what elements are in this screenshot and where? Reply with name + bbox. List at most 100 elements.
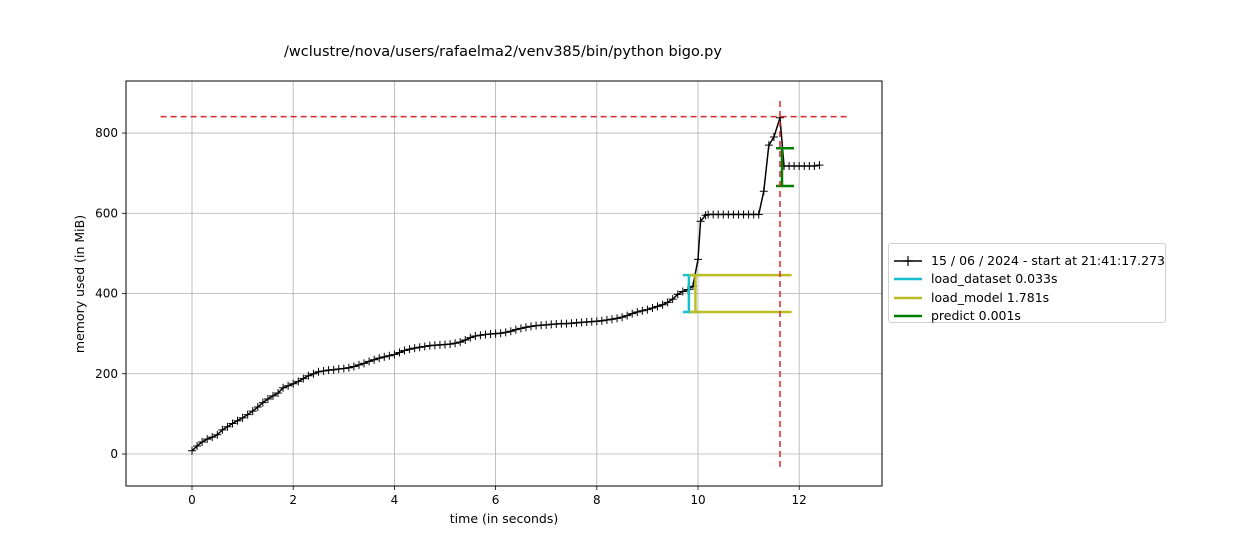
legend-swatch-load-dataset (894, 277, 922, 281)
memory-point (602, 315, 611, 324)
memory-point (516, 324, 525, 333)
memory-point (208, 433, 217, 442)
legend-label-load-dataset: load_dataset 0.033s (931, 271, 1058, 286)
memory-point (268, 391, 277, 400)
chart-legend: 15 / 06 / 2024 - start at 21:41:17.273 l… (888, 243, 1166, 323)
memory-point (243, 410, 252, 419)
memory-point (764, 141, 773, 150)
memory-point (309, 369, 318, 378)
x-tick-label: 12 (792, 493, 807, 507)
memory-point (253, 403, 262, 412)
memory-point (193, 441, 202, 450)
memory-point (390, 350, 399, 359)
memory-point (233, 416, 242, 425)
memory-line (191, 117, 820, 452)
memory-point (446, 340, 455, 349)
memory-point (618, 313, 627, 322)
memory-point (294, 377, 303, 386)
y-tick-label: 0 (110, 447, 118, 461)
memory-point (218, 425, 227, 434)
memory-point (344, 363, 353, 372)
memory-point (395, 348, 404, 357)
memory-point (188, 446, 196, 455)
memory-point (279, 383, 288, 392)
memory-point (238, 413, 247, 422)
memory-point (663, 298, 672, 307)
memory-point (471, 332, 480, 341)
legend-swatch-memory (894, 256, 922, 266)
memory-point (501, 328, 510, 337)
memory-point (628, 309, 637, 318)
memory-point (248, 407, 257, 416)
memory-point (451, 339, 460, 348)
memory-point (360, 359, 369, 368)
memory-point (810, 161, 819, 170)
memory-point (673, 290, 682, 299)
memory-point (643, 305, 652, 314)
memory-point (370, 355, 379, 364)
memory-point (198, 437, 207, 446)
y-tick-label: 800 (95, 126, 118, 140)
legend-swatch-load-model (894, 296, 922, 300)
x-tick-label: 8 (593, 493, 601, 507)
memory-point (274, 389, 283, 398)
legend-item-load-dataset: load_dataset 0.033s (889, 270, 1165, 288)
x-tick-label: 4 (391, 493, 399, 507)
memory-point (527, 322, 536, 331)
memory-point (759, 187, 768, 196)
plot-area: 0 2 4 6 8 10 12 0 200 400 600 800 (95, 80, 883, 507)
memory-point (607, 315, 616, 324)
memory-point (400, 346, 409, 355)
memory-point (203, 435, 212, 444)
memory-point (668, 295, 677, 304)
memory-point (354, 360, 363, 369)
memory-point (299, 374, 308, 383)
memory-point (597, 316, 606, 325)
y-axis-label: memory used (in MiB) (72, 215, 87, 353)
memory-point (284, 381, 293, 390)
memory-point (329, 365, 338, 374)
memory-point (289, 379, 298, 388)
memory-point (658, 300, 667, 309)
memory-point (496, 329, 505, 338)
y-tick-label: 600 (95, 206, 118, 220)
legend-item-load-model: load_model 1.781s (889, 289, 1165, 307)
y-tick-label: 400 (95, 287, 118, 301)
memory-point (648, 303, 657, 312)
memory-point (263, 395, 272, 404)
memory-point (223, 422, 232, 431)
x-tick-label: 0 (188, 493, 196, 507)
memory-point (476, 331, 485, 340)
memory-point (613, 314, 622, 323)
memory-point (678, 287, 687, 296)
memory-point (380, 352, 389, 361)
memory-point (339, 364, 348, 373)
memory-point (633, 307, 642, 316)
axes-frame (125, 80, 883, 487)
memory-point (754, 210, 763, 219)
memory-point (365, 357, 374, 366)
memory-point (769, 133, 778, 142)
memory-point (511, 325, 520, 334)
memory-point (410, 344, 419, 353)
memory-point (314, 367, 323, 376)
legend-item-memory: 15 / 06 / 2024 - start at 21:41:17.273 (889, 252, 1165, 270)
memory-point (405, 345, 414, 354)
memory-point (213, 430, 222, 439)
memory-point (304, 371, 313, 380)
memory-point (696, 217, 705, 226)
memory-point (623, 311, 632, 320)
memory-point (228, 419, 237, 428)
y-tick-label: 200 (95, 367, 118, 381)
memory-point (506, 327, 515, 336)
legend-swatch-predict (894, 314, 922, 318)
legend-label-load-model: load_model 1.781s (931, 290, 1050, 305)
memory-point (385, 351, 394, 360)
x-tick-label: 6 (492, 493, 500, 507)
memory-point (653, 302, 662, 311)
x-tick-label: 10 (690, 493, 705, 507)
memory-point (349, 362, 358, 371)
chart-title: /wclustre/nova/users/rafaelma2/venv385/b… (284, 44, 722, 60)
legend-item-predict: predict 0.001s (889, 307, 1165, 325)
